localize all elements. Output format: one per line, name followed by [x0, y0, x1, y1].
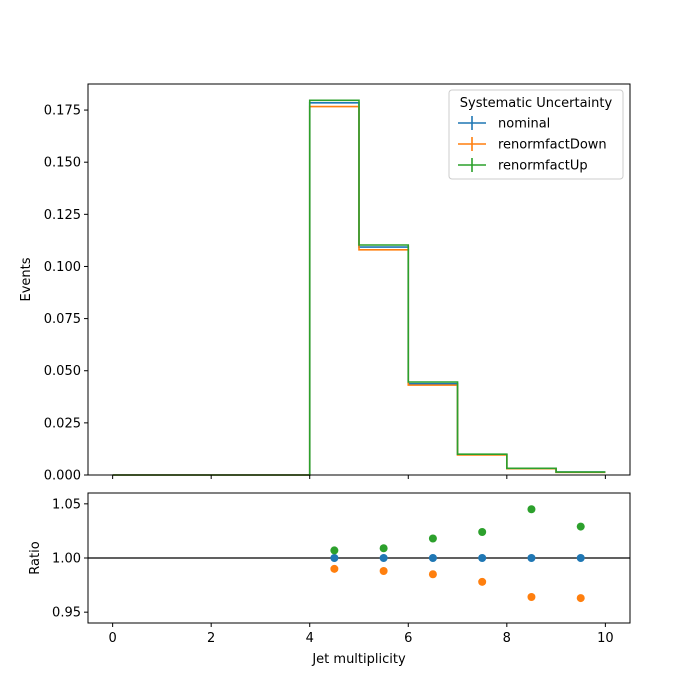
- main-y-tick-label: 0.100: [44, 260, 81, 275]
- main-y-tick-label: 0.125: [44, 208, 81, 223]
- main-y-tick-label: 0.025: [44, 416, 81, 431]
- ratio-point-renormfactUp: [428, 534, 437, 543]
- main-x-axis-ticks: [112, 475, 606, 479]
- legend-label: renormfactUp: [498, 159, 588, 174]
- legend-entry-nominal: nominal: [458, 116, 550, 132]
- ratio-point-nominal: [527, 554, 536, 562]
- ratio-point-renormfactDown: [576, 594, 585, 603]
- ratio-point-nominal: [330, 554, 339, 562]
- ratio-point-renormfactUp: [527, 505, 536, 514]
- legend-label: nominal: [498, 117, 550, 132]
- legend-box: [448, 89, 624, 180]
- ratio-x-tick-label: 4: [306, 631, 314, 646]
- ratio-point-nominal: [576, 554, 585, 562]
- ratio-y-tick-label: 1.05: [52, 497, 81, 512]
- main-y-tick-label: 0.150: [44, 156, 81, 171]
- ratio-y-axis-label: Ratio: [28, 541, 43, 574]
- main-y-axis-ticks: 0.000 0.025 0.050 0.075 0.100 0.125 0.150 0.175: [44, 104, 88, 484]
- ratio-x-tick-label: 2: [207, 631, 215, 646]
- ratio-y-tick-label: 0.95: [52, 606, 81, 621]
- ratio-point-nominal: [379, 554, 388, 562]
- ratio-point-renormfactUp: [478, 528, 487, 536]
- ratio-plot-frame: [87, 492, 631, 624]
- main-panel: 0.000 0.025 0.050 0.075 0.100 0.125 0.150 0.175…: [19, 83, 631, 484]
- ratio-point-renormfactUp: [576, 522, 585, 531]
- main-y-tick-label: 0.000: [44, 469, 81, 484]
- legend-entries: nominal renormfactDown renormfactUp: [458, 116, 607, 174]
- main-y-tick-label: 0.175: [44, 104, 81, 119]
- ratio-points: [330, 505, 585, 603]
- ratio-point-renormfactUp: [330, 546, 339, 555]
- legend-entry-renormfactUp: renormfactUp: [458, 158, 588, 174]
- ratio-point-renormfactDown: [379, 567, 388, 575]
- main-y-tick-label: 0.075: [44, 312, 81, 327]
- ratio-point-renormfactDown: [527, 593, 536, 601]
- ratio-point-nominal: [478, 554, 487, 562]
- ratio-x-tick-label: 0: [108, 631, 116, 646]
- ratio-x-tick-label: 10: [597, 631, 614, 646]
- main-y-axis-label: Events: [19, 257, 34, 301]
- ratio-x-tick-label: 8: [503, 631, 511, 646]
- ratio-point-renormfactUp: [379, 544, 388, 553]
- ratio-point-nominal: [428, 554, 437, 562]
- ratio-point-renormfactDown: [478, 577, 487, 586]
- legend-entry-renormfactDown: renormfactDown: [458, 137, 607, 153]
- ratio-x-axis-ticks: 0 2 4 6 8 10: [108, 623, 614, 646]
- ratio-point-renormfactDown: [330, 564, 339, 573]
- ratio-panel: 0.95 1.00 1.05 0 2 4 6 8 10 Ratio Jet multiplic…: [28, 492, 631, 667]
- main-plot-frame: [87, 83, 631, 476]
- x-axis-label: Jet multiplicity: [311, 652, 406, 667]
- ratio-x-tick-label: 6: [404, 631, 412, 646]
- ratio-point-renormfactDown: [428, 570, 437, 579]
- legend-title: Systematic Uncertainty: [460, 96, 613, 111]
- ratio-y-tick-label: 1.00: [52, 552, 81, 567]
- ratio-y-axis-ticks: 0.95 1.00 1.05: [52, 497, 88, 621]
- main-y-tick-label: 0.050: [44, 364, 81, 379]
- legend-label: renormfactDown: [498, 138, 607, 153]
- legend: Systematic Uncertainty nominal renormfact…: [448, 89, 624, 180]
